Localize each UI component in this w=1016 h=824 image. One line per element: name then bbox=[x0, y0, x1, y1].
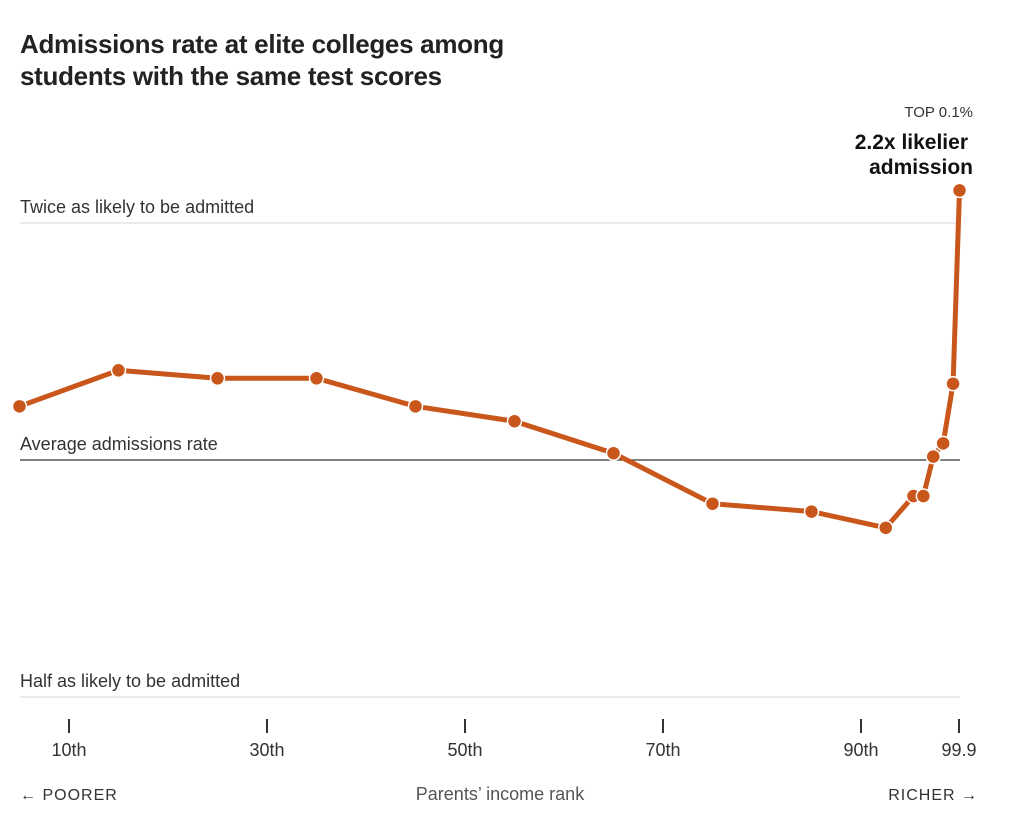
data-point bbox=[951, 182, 968, 199]
annotation-line2: admission bbox=[869, 156, 973, 179]
annotation-line1: 2.2x likelier bbox=[855, 131, 968, 154]
annotation-kicker: TOP 0.1% bbox=[904, 104, 973, 121]
data-point bbox=[506, 413, 523, 430]
data-point bbox=[915, 488, 932, 504]
data-point bbox=[110, 362, 127, 379]
x-tick-label: 70th bbox=[645, 740, 680, 760]
data-point bbox=[308, 370, 325, 387]
data-point bbox=[935, 435, 951, 452]
x-axis-label: Parents’ income rank bbox=[416, 784, 585, 804]
x-tick-label: 90th bbox=[843, 740, 878, 760]
data-point bbox=[209, 370, 226, 387]
data-point bbox=[803, 503, 820, 520]
x-tick-label: 50th bbox=[447, 740, 482, 760]
series-line bbox=[18, 190, 963, 531]
chart-title: Admissions rate at elite colleges among … bbox=[20, 29, 504, 91]
data-point bbox=[925, 448, 942, 465]
reference-label: Average admissions rate bbox=[20, 434, 218, 454]
data-point bbox=[11, 398, 28, 415]
data-point bbox=[407, 398, 424, 415]
data-point bbox=[945, 375, 961, 392]
x-tick-label: 30th bbox=[249, 740, 284, 760]
reference-label: Half as likely to be admitted bbox=[20, 671, 240, 691]
x-left-label: ← POORER bbox=[20, 787, 118, 804]
x-right-label: RICHER → bbox=[888, 787, 978, 804]
x-tick-label: 10th bbox=[51, 740, 86, 760]
data-point bbox=[605, 445, 622, 461]
x-tick-label: 99.9 bbox=[941, 740, 976, 760]
data-point bbox=[704, 495, 721, 512]
data-point bbox=[878, 520, 894, 536]
reference-label: Twice as likely to be admitted bbox=[20, 197, 254, 217]
